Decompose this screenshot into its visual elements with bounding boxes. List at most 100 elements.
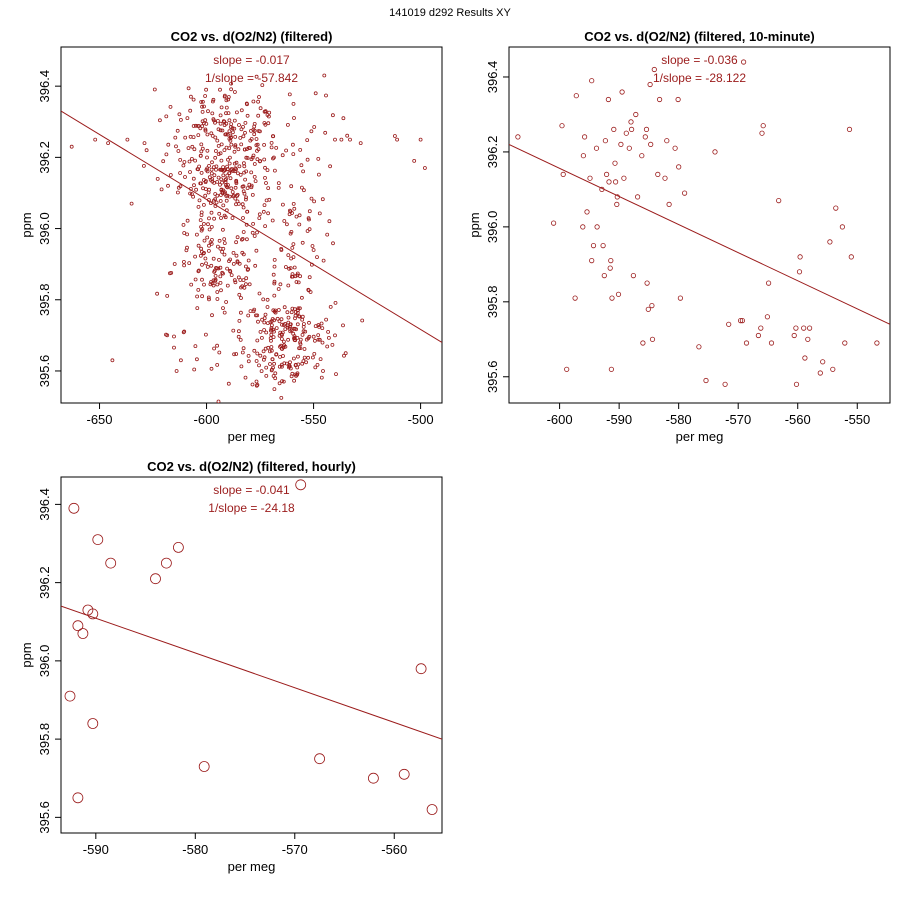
data-point: [188, 108, 193, 113]
data-point: [722, 381, 728, 387]
data-point: [270, 218, 275, 223]
data-point: [307, 334, 312, 339]
data-point: [287, 266, 292, 271]
data-point: [236, 201, 241, 206]
data-point: [239, 296, 243, 300]
data-point: [203, 180, 208, 185]
x-tick-label: -550: [301, 412, 327, 427]
data-point: [290, 245, 295, 250]
inverse-slope-annotation: 1/slope = -57.842: [205, 71, 298, 85]
data-point: [320, 326, 325, 331]
data-point: [298, 346, 303, 351]
y-tick-label: 395.6: [37, 801, 52, 834]
data-point: [242, 164, 247, 169]
x-tick-label: -560: [785, 412, 811, 427]
data-point: [209, 171, 214, 176]
data-point: [172, 334, 176, 339]
data-point: [204, 122, 209, 126]
data-point: [281, 354, 285, 358]
data-point: [206, 109, 210, 114]
data-point: [293, 362, 298, 367]
data-point: [221, 271, 225, 276]
data-point: [241, 230, 246, 234]
data-point: [581, 134, 588, 140]
data-point: [594, 224, 600, 230]
data-point: [251, 309, 256, 314]
data-point: [202, 238, 207, 243]
data-point: [343, 351, 348, 356]
data-point: [274, 326, 279, 331]
data-point: [193, 344, 198, 349]
data-point: [294, 214, 299, 219]
data-point: [248, 309, 253, 314]
data-point: [312, 351, 317, 356]
data-point: [186, 146, 191, 151]
data-point: [262, 355, 267, 360]
data-point: [656, 96, 663, 103]
data-point: [224, 145, 229, 150]
data-point: [245, 209, 250, 214]
data-point: [279, 395, 284, 400]
data-point: [611, 126, 617, 132]
data-point: [287, 92, 292, 97]
data-point: [609, 295, 615, 301]
y-tick-label: 396.2: [485, 136, 500, 169]
data-point: [848, 254, 854, 260]
data-point: [589, 257, 595, 264]
data-point: [206, 248, 211, 253]
data-point: [291, 102, 296, 106]
data-point: [194, 357, 199, 362]
data-point: [200, 277, 204, 282]
data-point: [246, 258, 251, 263]
data-point: [213, 149, 218, 153]
data-point: [198, 126, 203, 131]
data-point: [296, 280, 301, 285]
data-point: [237, 261, 242, 266]
data-point: [328, 164, 333, 169]
data-point: [64, 690, 76, 702]
data-point: [321, 369, 325, 373]
data-point: [630, 272, 637, 279]
y-tick-label: 395.8: [485, 286, 500, 319]
data-point: [225, 283, 230, 288]
data-point: [189, 282, 194, 287]
data-point: [216, 152, 221, 157]
data-point: [580, 224, 586, 230]
data-point: [220, 227, 225, 232]
data-point: [218, 128, 223, 133]
data-point: [222, 148, 227, 153]
data-point: [339, 137, 344, 142]
data-point: [199, 249, 204, 254]
data-point: [279, 362, 284, 367]
data-point: [228, 257, 233, 262]
data-point: [164, 114, 169, 119]
data-point: [422, 166, 427, 170]
data-point: [207, 227, 212, 232]
data-point: [218, 87, 222, 92]
data-point: [284, 222, 289, 227]
data-point: [219, 216, 223, 220]
data-point: [165, 293, 170, 298]
data-point: [215, 290, 220, 294]
inverse-slope-annotation: 1/slope = -24.18: [208, 501, 295, 515]
data-point: [802, 355, 808, 361]
data-point: [297, 213, 302, 218]
data-point: [222, 191, 227, 196]
data-point: [212, 268, 217, 273]
data-point: [301, 324, 306, 329]
x-tick-label: -570: [725, 412, 751, 427]
data-point: [238, 278, 243, 282]
data-point: [218, 151, 223, 156]
data-point: [639, 153, 645, 159]
data-point: [603, 171, 610, 177]
data-point: [189, 156, 194, 161]
data-point: [238, 310, 243, 315]
data-point: [271, 156, 275, 161]
data-point: [263, 346, 268, 351]
data-point: [333, 300, 338, 305]
data-point: [69, 144, 74, 149]
data-point: [253, 179, 258, 184]
data-point: [254, 359, 259, 363]
data-point: [141, 163, 146, 168]
data-point: [231, 261, 236, 266]
